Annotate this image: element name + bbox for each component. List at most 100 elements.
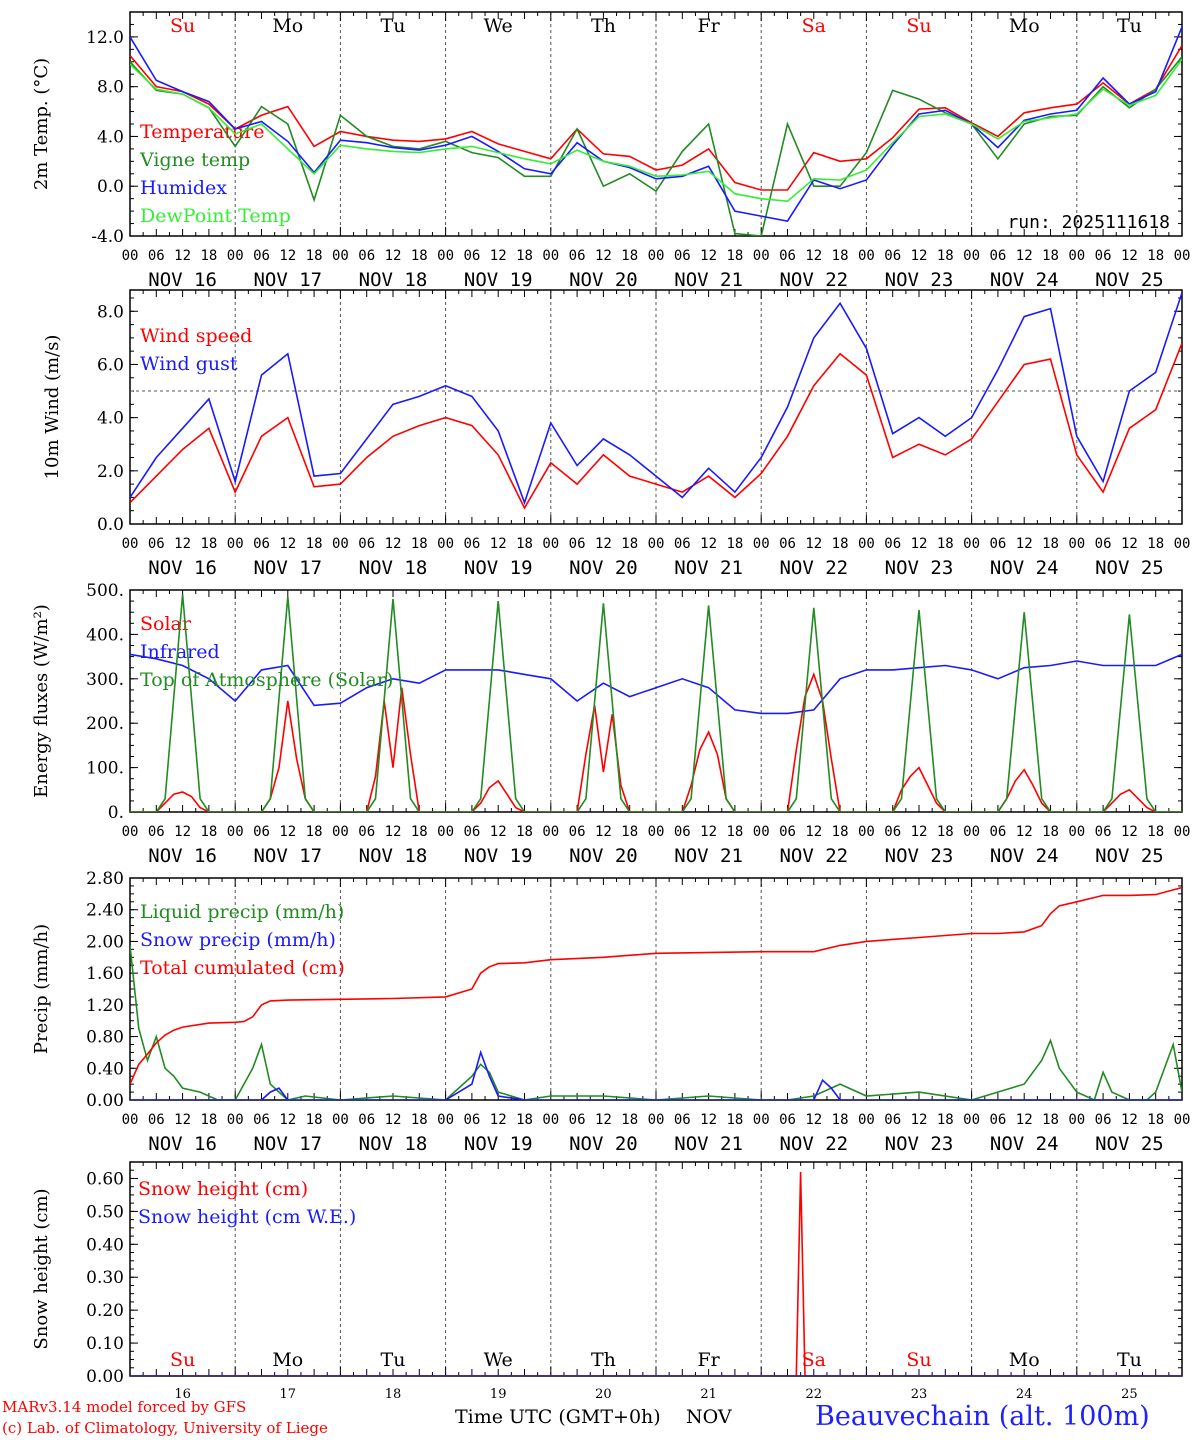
hour-label: 00 — [227, 1112, 244, 1128]
hour-label: 12 — [1121, 1112, 1138, 1128]
hour-label: 18 — [516, 824, 533, 840]
hour-label: 00 — [542, 824, 559, 840]
hour-label: 12 — [1016, 1112, 1033, 1128]
day-abbrev: Sa — [802, 1349, 826, 1371]
hour-label: 12 — [805, 1112, 822, 1128]
hour-label: 06 — [148, 536, 165, 552]
hour-label: 06 — [463, 248, 480, 264]
hour-label: 18 — [1042, 536, 1059, 552]
date-label: NOV 24 — [990, 1133, 1059, 1155]
hour-label: 00 — [332, 824, 349, 840]
legend-entry: DewPoint Temp — [140, 205, 291, 227]
hour-label: 00 — [648, 824, 665, 840]
hour-label: 00 — [1174, 824, 1191, 840]
date-label: NOV 25 — [1095, 269, 1164, 291]
date-label: NOV 16 — [148, 1133, 217, 1155]
day-abbrev: Su — [170, 1349, 195, 1371]
series-line-snow-precip-mm-h — [130, 1049, 1182, 1100]
y-tick-label: 8.0 — [97, 302, 124, 322]
y-tick-label: 200. — [86, 714, 124, 734]
hour-label: 00 — [753, 536, 770, 552]
hour-label: 00 — [753, 248, 770, 264]
hour-label: 18 — [832, 536, 849, 552]
date-label: NOV 20 — [569, 845, 638, 867]
hour-label: 06 — [358, 1112, 375, 1128]
hour-label: 00 — [648, 1112, 665, 1128]
legend-entry: Liquid precip (mm/h) — [140, 901, 344, 923]
hour-label: 12 — [174, 1112, 191, 1128]
day-number: 17 — [280, 1387, 297, 1402]
hour-label: 12 — [595, 1112, 612, 1128]
day-abbrev: Su — [170, 15, 195, 37]
day-abbrev: We — [484, 1349, 513, 1371]
hour-label: 06 — [148, 248, 165, 264]
hour-label: 12 — [700, 248, 717, 264]
hour-label: 12 — [805, 536, 822, 552]
hour-label: 00 — [332, 536, 349, 552]
day-abbrev: Th — [591, 1349, 616, 1371]
y-tick-label: 4.0 — [97, 409, 124, 429]
hour-label: 12 — [911, 824, 928, 840]
hour-label: 06 — [569, 824, 586, 840]
hour-label: 00 — [437, 536, 454, 552]
day-abbrev: Fr — [697, 15, 720, 37]
hour-label: 18 — [832, 824, 849, 840]
date-label: NOV 19 — [464, 845, 533, 867]
hour-label: 06 — [989, 824, 1006, 840]
hour-label: 18 — [937, 248, 954, 264]
day-abbrev: Tu — [1117, 15, 1142, 37]
legend-entry: Top of Atmosphere (Solar) — [140, 669, 393, 691]
date-label: NOV 25 — [1095, 845, 1164, 867]
y-tick-label: 300. — [86, 670, 124, 690]
hour-label: 12 — [385, 536, 402, 552]
hour-label: 18 — [1042, 248, 1059, 264]
hour-label: 06 — [674, 824, 691, 840]
date-label: NOV 16 — [148, 269, 217, 291]
hour-label: 12 — [1016, 248, 1033, 264]
series-line-snow-height-cm — [130, 1171, 1182, 1376]
date-label: NOV 21 — [674, 845, 743, 867]
hour-label: 18 — [411, 248, 428, 264]
hour-label: 12 — [385, 248, 402, 264]
hour-label: 18 — [306, 824, 323, 840]
series-line-solar — [130, 672, 1182, 812]
y-tick-label: 500. — [86, 581, 124, 601]
y-tick-label: 0.10 — [86, 1334, 124, 1354]
day-abbrev: Su — [906, 15, 931, 37]
date-label: NOV 17 — [253, 845, 322, 867]
y-axis-label: 2m Temp. (°C) — [31, 58, 52, 190]
hour-label: 06 — [989, 248, 1006, 264]
hour-label: 06 — [463, 824, 480, 840]
hour-label: 18 — [832, 248, 849, 264]
hour-label: 00 — [648, 536, 665, 552]
date-label: NOV 22 — [779, 845, 848, 867]
y-tick-label: 0.0 — [97, 177, 124, 197]
date-label: NOV 18 — [359, 557, 428, 579]
legend-entry: Vigne temp — [139, 149, 250, 171]
hour-label: 12 — [700, 824, 717, 840]
y-tick-label: 0.40 — [86, 1235, 124, 1255]
hour-label: 12 — [174, 824, 191, 840]
hour-label: 18 — [411, 824, 428, 840]
hour-label: 06 — [989, 1112, 1006, 1128]
hour-label: 00 — [1174, 248, 1191, 264]
y-tick-label: 1.20 — [86, 996, 124, 1016]
date-label: NOV 17 — [253, 269, 322, 291]
hour-label: 06 — [148, 824, 165, 840]
hour-label: 18 — [726, 248, 743, 264]
legend-entry: Wind speed — [140, 325, 252, 347]
hour-label: 06 — [779, 1112, 796, 1128]
hour-label: 06 — [989, 536, 1006, 552]
hour-label: 06 — [253, 536, 270, 552]
hour-label: 06 — [148, 1112, 165, 1128]
hour-label: 18 — [200, 824, 217, 840]
hour-label: 12 — [805, 248, 822, 264]
hour-label: 18 — [1147, 536, 1164, 552]
date-label: NOV 16 — [148, 557, 217, 579]
hour-label: 12 — [700, 1112, 717, 1128]
hour-label: 18 — [937, 1112, 954, 1128]
series-line-infrared — [130, 653, 1182, 715]
series-line-wind-speed — [130, 342, 1182, 510]
hour-label: 12 — [174, 248, 191, 264]
